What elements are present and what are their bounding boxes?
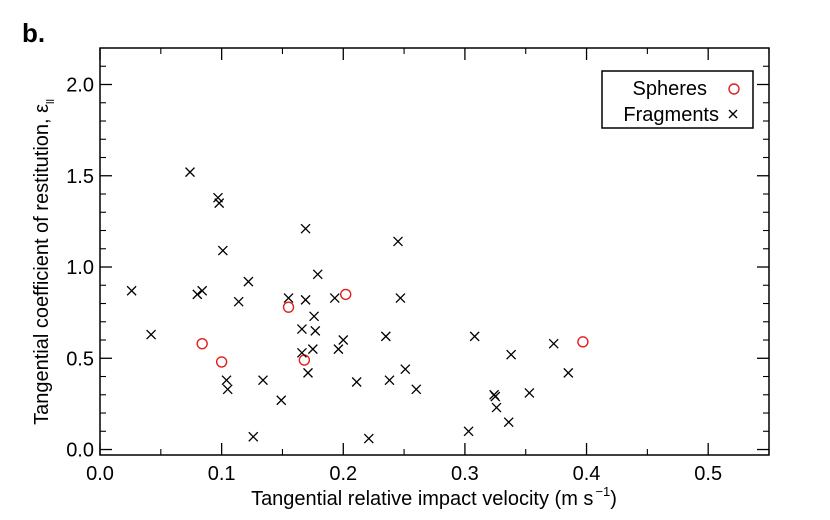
fragment-point: [524, 387, 535, 398]
fragment-point: [329, 293, 340, 303]
fragment-point: [303, 367, 313, 378]
fragment-point: [384, 375, 395, 386]
fragment-point: [296, 347, 307, 358]
legend-marker-spheres: [728, 83, 740, 95]
fragment-point: [310, 325, 321, 336]
fragment-point: [548, 338, 559, 349]
x-tick-label: 0.3: [451, 463, 479, 485]
plot-area-frame: [99, 47, 770, 456]
x-tick-label: 0.4: [573, 463, 601, 485]
fragment-point: [300, 223, 311, 234]
sphere-point: [196, 337, 208, 350]
y-tick-label: 0.5: [66, 348, 94, 370]
sphere-point: [577, 336, 589, 348]
fragment-point: [380, 331, 391, 342]
fragment-point: [276, 395, 287, 406]
sphere-point: [282, 301, 295, 313]
fragment-point: [309, 311, 320, 322]
x-tick-label: 0.5: [694, 463, 722, 485]
fragment-point: [338, 335, 349, 345]
fragment-point: [363, 433, 374, 444]
fragment-point: [490, 391, 501, 402]
fragment-point: [333, 344, 344, 355]
fragment-point: [233, 296, 244, 307]
x-axis-title: Tangential relative impact velocity (m s…: [251, 484, 617, 510]
fragment-point: [221, 375, 232, 386]
legend-label-fragments: Fragments: [623, 104, 719, 126]
fragment-point: [185, 167, 195, 178]
fragment-point: [197, 285, 208, 296]
fragment-point: [463, 426, 474, 437]
legend-box: [601, 70, 754, 129]
fragment-point: [258, 375, 268, 386]
fragment-point: [300, 294, 311, 305]
fragment-point: [214, 198, 225, 209]
sphere-point: [298, 354, 311, 366]
fragment-point: [393, 236, 403, 247]
fragment-point: [469, 331, 480, 342]
y-tick-label: 2.0: [66, 75, 94, 97]
fragment-point: [307, 344, 318, 355]
fragment-point: [146, 329, 157, 340]
fragment-point: [296, 324, 307, 335]
fragment-point: [192, 289, 203, 300]
x-tick-label: 0.0: [86, 463, 114, 485]
fragment-point: [563, 367, 574, 378]
fragment-point: [400, 364, 411, 375]
y-tick-label: 0.0: [66, 440, 94, 462]
legend-marker-fragments: [728, 109, 738, 119]
fragment-point: [503, 417, 514, 428]
sphere-point: [340, 288, 352, 301]
x-tick-label: 0.2: [329, 463, 357, 485]
fragment-point: [395, 293, 406, 303]
y-tick-label: 1.0: [66, 257, 94, 279]
x-tick-label: 0.1: [208, 463, 236, 485]
y-axis-title: Tangential coefficient of restitution, ε…: [31, 99, 57, 425]
sphere-point: [215, 356, 228, 368]
fragment-point: [411, 384, 422, 395]
fragment-point: [491, 402, 502, 413]
legend-label-spheres: Spheres: [633, 78, 708, 100]
fragment-point: [126, 285, 137, 296]
fragment-point: [312, 269, 323, 280]
fragment-point: [222, 384, 233, 395]
legend: Spheres Fragments: [601, 70, 754, 129]
fragment-point: [243, 276, 254, 287]
panel-label: b.: [22, 18, 46, 48]
fragment-point: [506, 349, 517, 360]
fragment-point: [217, 245, 228, 256]
fragment-point: [248, 431, 259, 442]
y-tick-label: 1.5: [66, 166, 94, 188]
fragment-point: [283, 293, 294, 303]
fragment-point: [351, 377, 362, 387]
